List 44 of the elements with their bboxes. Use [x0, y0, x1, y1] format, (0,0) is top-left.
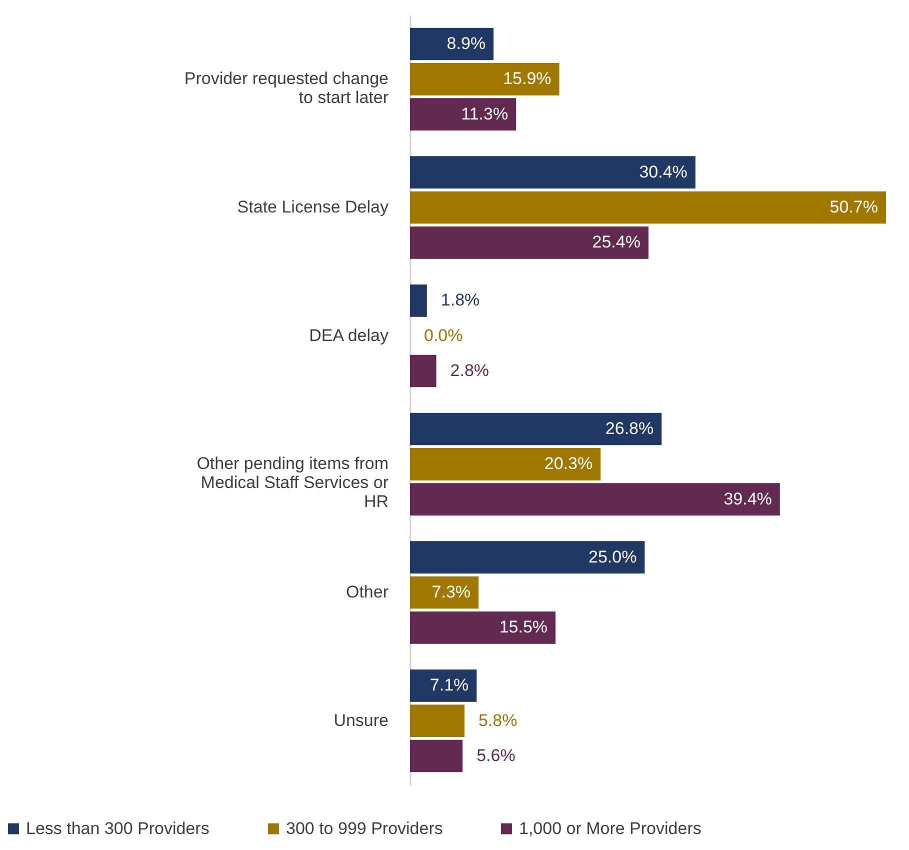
data-label: 39.4%	[724, 489, 772, 508]
data-label: 50.7%	[830, 198, 878, 216]
bar	[410, 412, 662, 446]
bar	[410, 541, 645, 574]
legend-label: 1,000 or More Providers	[519, 818, 702, 838]
bar	[410, 98, 516, 130]
data-label: 1.8%	[440, 290, 480, 310]
bar	[410, 740, 463, 772]
data-label: 25.4%	[592, 232, 640, 252]
data-label: 20.3%	[544, 454, 593, 474]
data-label: 7.3%	[432, 582, 471, 602]
bar	[410, 191, 886, 224]
bar	[410, 483, 780, 516]
data-label: 25.0%	[588, 547, 637, 566]
y-tick-label: DEA delay	[309, 326, 389, 345]
legend-label: Less than 300 Providers	[26, 818, 210, 838]
y-tick-label: Unsure	[334, 710, 388, 730]
y-tick-label: Other	[346, 582, 389, 602]
bar	[410, 704, 464, 738]
y-tick-label: Other pending items from Medical Staff Services or HR	[196, 454, 389, 512]
bar	[410, 576, 479, 609]
data-label: 30.4%	[639, 162, 688, 182]
bar	[410, 226, 648, 259]
data-label: 5.8%	[478, 710, 518, 730]
data-label: 15.5%	[499, 618, 548, 637]
y-tick-label: Provider requested change to start later	[184, 69, 389, 108]
data-label: 5.6%	[476, 746, 516, 765]
bar	[410, 670, 477, 702]
data-label: 2.8%	[450, 360, 490, 380]
bar	[410, 448, 601, 480]
bar	[410, 62, 560, 96]
bar	[410, 156, 696, 189]
data-label: 7.1%	[430, 676, 469, 695]
data-label: 0.0%	[424, 326, 463, 345]
data-label: 8.9%	[446, 34, 486, 54]
bar	[410, 611, 556, 644]
bar	[410, 284, 427, 317]
bar	[410, 354, 436, 388]
bar	[410, 28, 494, 60]
data-label: 11.3%	[461, 104, 508, 124]
data-label: 26.8%	[605, 419, 654, 438]
legend-label: 300 to 999 Providers	[286, 818, 443, 838]
data-label: 15.9%	[503, 69, 552, 88]
y-tick-label: State License Delay	[237, 198, 389, 216]
